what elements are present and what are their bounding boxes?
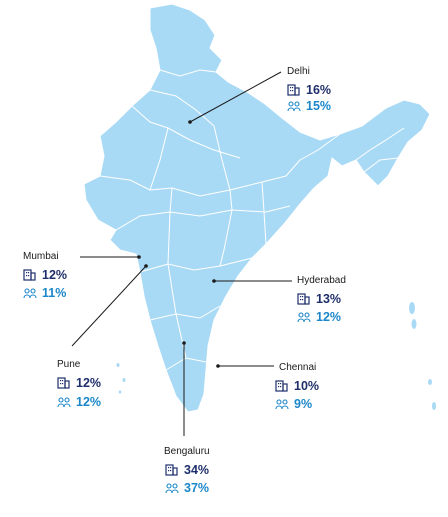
bengaluru-people-value: 37% <box>184 481 210 495</box>
hyderabad-office-stat: 13% <box>297 292 341 306</box>
hyderabad-office-value: 13% <box>316 292 342 306</box>
islands <box>116 302 436 410</box>
pune-label: Pune <box>57 359 81 370</box>
mumbai-people-value: 11% <box>42 286 67 300</box>
hyderabad-marker <box>212 279 216 283</box>
state-boundaries <box>99 69 405 371</box>
city-markers <box>137 120 220 368</box>
delhi-people-stat: 15% <box>287 99 331 113</box>
leader-lines <box>71 71 292 436</box>
chennai-label: Chennai <box>279 362 317 373</box>
delhi-people-value: 15% <box>306 99 332 113</box>
pune-office-stat: 12% <box>57 376 101 390</box>
pune-office-value: 12% <box>76 376 102 390</box>
people-group-icon <box>57 396 71 408</box>
mumbai-office-stat: 12% <box>23 268 67 282</box>
delhi-leader-line <box>189 71 282 123</box>
bengaluru-office-value: 34% <box>184 463 210 477</box>
people-group-icon <box>275 398 289 410</box>
bengaluru-label: Bengaluru <box>164 446 210 457</box>
office-building-icon <box>57 377 71 389</box>
people-group-icon <box>297 311 311 323</box>
delhi-marker <box>188 120 192 124</box>
pune-marker <box>144 264 148 268</box>
office-building-icon <box>275 380 289 392</box>
office-building-icon <box>297 293 311 305</box>
office-building-icon <box>23 269 37 281</box>
bengaluru-office-stat: 34% <box>165 463 209 477</box>
office-building-icon <box>287 84 301 96</box>
chennai-office-stat: 10% <box>275 379 319 393</box>
mumbai-label: Mumbai <box>23 251 59 262</box>
hyderabad-label: Hyderabad <box>297 275 346 286</box>
india-mainland-shape <box>83 3 431 413</box>
mumbai-office-value: 12% <box>42 268 68 282</box>
chennai-office-value: 10% <box>294 379 320 393</box>
hyderabad-people-value: 12% <box>316 310 342 324</box>
mumbai-marker <box>137 255 141 259</box>
office-building-icon <box>165 464 179 476</box>
delhi-label: Delhi <box>287 66 310 77</box>
pune-people-stat: 12% <box>57 395 101 409</box>
mumbai-people-stat: 11% <box>23 286 66 300</box>
delhi-office-value: 16% <box>306 83 332 97</box>
chennai-marker <box>216 364 220 368</box>
bengaluru-marker <box>182 341 186 345</box>
pune-leader-line <box>71 265 147 347</box>
people-group-icon <box>287 100 301 112</box>
delhi-office-stat: 16% <box>287 83 331 97</box>
hyderabad-people-stat: 12% <box>297 310 341 324</box>
chennai-people-stat: 9% <box>275 397 312 411</box>
people-group-icon <box>165 482 179 494</box>
pune-people-value: 12% <box>76 395 102 409</box>
chennai-people-value: 9% <box>294 397 313 411</box>
people-group-icon <box>23 287 37 299</box>
bengaluru-people-stat: 37% <box>165 481 209 495</box>
